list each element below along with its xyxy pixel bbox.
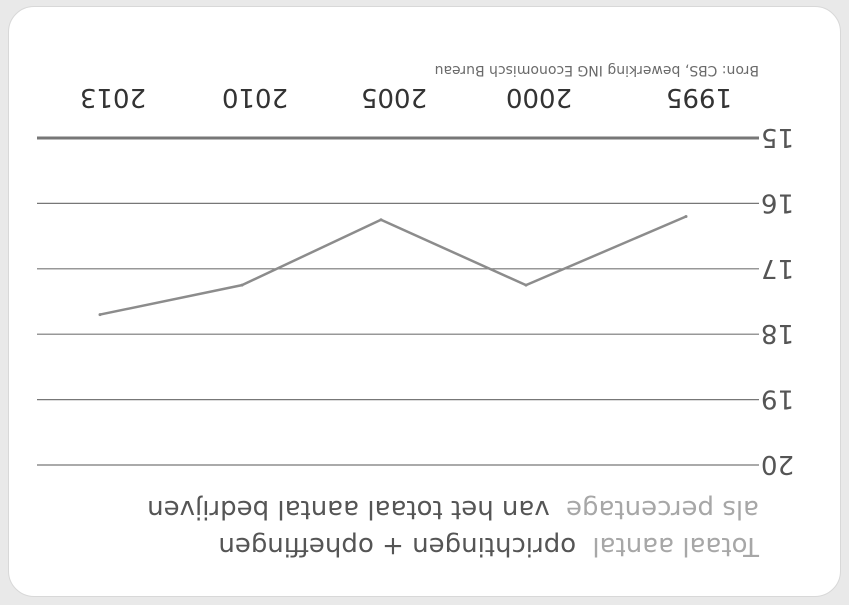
grid-lines [37,136,759,466]
y-tick-label: 16 [761,187,794,217]
y-axis-ticks: 20 19 18 17 16 15 [761,122,794,479]
y-tick-label: 17 [761,253,794,283]
title-prefix: Totaal aantal [592,531,760,561]
chart-card [8,6,841,597]
y-tick-label: 19 [761,384,794,414]
data-point [684,214,688,218]
x-tick-label: 2010 [222,82,288,112]
y-tick-label: 15 [761,122,794,152]
title-line-1: Totaal aantal oprichtingen + opheffingen [218,531,760,561]
title-suffix: van het totaal aantal bedrijven [147,494,550,524]
y-tick-label: 18 [761,318,794,348]
data-point [379,218,383,222]
y-tick-label: 20 [761,449,794,479]
data-point [524,283,528,287]
x-axis-ticks: 1995 2000 2005 2010 2013 [80,82,732,112]
title-emphasis-2: als percentage [566,494,759,524]
series-line [99,215,687,316]
x-tick-label: 2005 [361,82,427,112]
title-line-2: als percentage van het totaal aantal bed… [147,494,759,524]
data-series [98,214,688,317]
title-emphasis: oprichtingen + opheffingen [218,531,576,561]
data-point [240,283,244,287]
source-note: Bron: CBS, bewerking ING Economisch Bure… [435,62,759,78]
x-tick-label: 2000 [506,82,572,112]
data-point [98,313,102,317]
x-tick-label: 1995 [666,82,732,112]
x-tick-label: 2013 [80,82,146,112]
